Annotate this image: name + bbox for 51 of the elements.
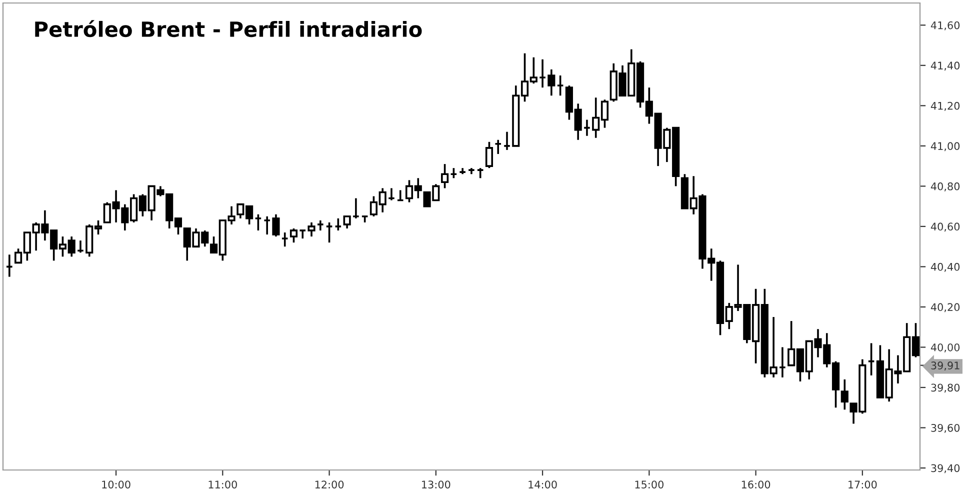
candlestick	[334, 217, 342, 232]
candlestick	[583, 118, 591, 137]
x-tick-label: 11:00	[208, 480, 237, 488]
y-tick-label: 39,80	[931, 384, 960, 393]
candlestick	[308, 222, 316, 238]
candlestick	[316, 219, 324, 232]
x-tick-label: 13:00	[422, 480, 450, 488]
candlestick	[290, 228, 298, 244]
x-tick-label: 10:00	[102, 480, 130, 488]
x-tick-label: 14:00	[528, 480, 557, 488]
candlestick	[352, 197, 360, 220]
text: Petróleo Brent - Perfil intradiario	[35, 20, 422, 38]
y-tick-label: 41,00	[930, 142, 960, 152]
candlestick	[868, 342, 876, 376]
y-tick-label: 40,20	[930, 303, 960, 312]
y-tick-label: 40,80	[930, 182, 960, 192]
candlestick	[325, 222, 334, 244]
candlestick	[298, 230, 306, 240]
candlestick	[548, 68, 556, 96]
y-tick-label: 39,40	[931, 464, 960, 474]
x-tick-label: 12:00	[315, 480, 344, 488]
candlestick	[450, 167, 458, 180]
candlestick	[281, 232, 289, 248]
candlestick	[272, 213, 280, 238]
x-tick-label: 16:00	[742, 480, 770, 488]
candlestick	[343, 215, 351, 230]
y-tick-label: 41,40	[930, 62, 960, 71]
y-tick-label: 39,91	[931, 362, 960, 370]
candlestick	[263, 215, 271, 236]
y-tick-label: 41,60	[930, 21, 960, 30]
candlestick	[476, 167, 484, 180]
candlestick	[840, 378, 848, 411]
x-tick-label: 15:00	[635, 480, 664, 488]
y-tick-label: 40,00	[930, 343, 960, 352]
candlestick	[778, 346, 786, 378]
candlestick	[76, 240, 84, 254]
candlestick	[556, 74, 564, 96]
y-tick-label: 40,40	[930, 262, 960, 272]
candlestick	[503, 130, 511, 151]
candlestick	[6, 254, 14, 278]
candlestick	[388, 187, 396, 202]
candlestick	[485, 140, 494, 169]
x-tick-label: 17:00	[848, 480, 877, 488]
candlestick	[494, 138, 502, 155]
candlestick	[254, 213, 262, 232]
candlestick	[538, 58, 546, 88]
y-tick-label: 39,60	[931, 424, 960, 433]
y-tick-label: 41,20	[930, 102, 960, 111]
y-tick-label: 40,60	[930, 222, 960, 232]
candlestick	[396, 189, 404, 202]
candlestick	[441, 163, 449, 190]
